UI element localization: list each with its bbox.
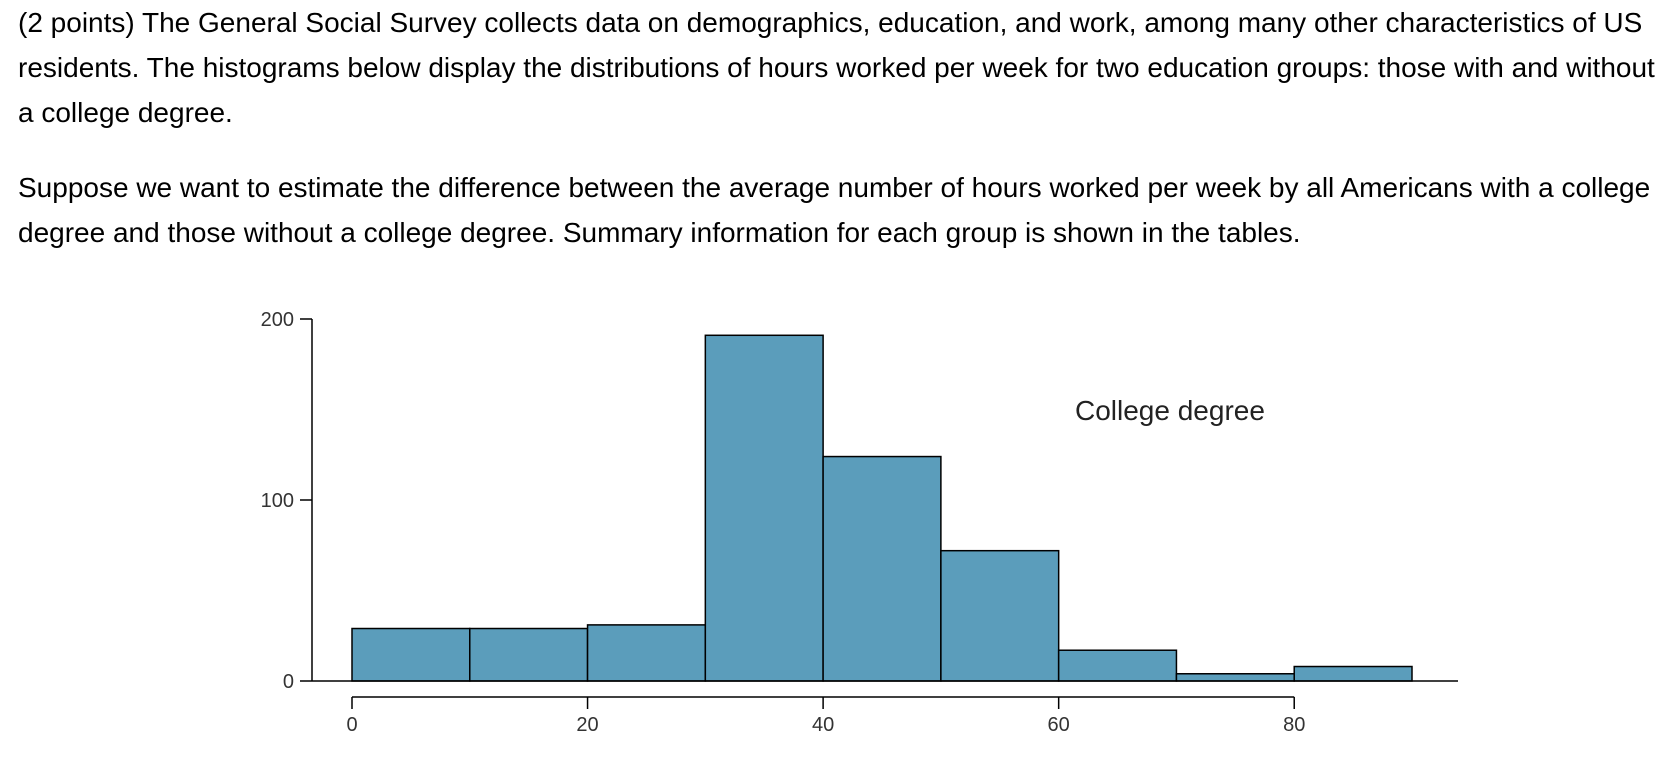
chart-annotation: College degree (1075, 395, 1265, 426)
x-axis: 0 20 40 60 80 (346, 696, 1305, 736)
y-tick-label: 100 (261, 490, 294, 512)
x-tick-label: 80 (1283, 714, 1305, 736)
y-tick-label: 200 (261, 309, 294, 331)
x-tick-label: 60 (1048, 714, 1070, 736)
histogram-bar (940, 549, 1060, 682)
y-axis: 0 100 200 (261, 309, 313, 693)
histogram-bar (469, 627, 589, 682)
histogram-bar (1057, 649, 1178, 682)
question-text: (2 points) The General Social Survey col… (18, 0, 1658, 255)
histogram-bar (351, 627, 471, 682)
x-tick-label: 40 (812, 714, 834, 736)
histogram-bar (704, 334, 824, 682)
y-tick-label: 0 (283, 671, 294, 693)
histogram-bar (1175, 673, 1295, 682)
x-tick-label: 20 (576, 714, 598, 736)
histogram-bar (822, 455, 942, 682)
histogram-bar (586, 624, 707, 682)
x-tick-label: 0 (346, 714, 357, 736)
histogram-bars (351, 334, 1413, 682)
question-paragraph-2: Suppose we want to estimate the differen… (18, 172, 1651, 248)
question-paragraph-1: (2 points) The General Social Survey col… (18, 7, 1655, 128)
histogram-bar (1293, 665, 1413, 682)
